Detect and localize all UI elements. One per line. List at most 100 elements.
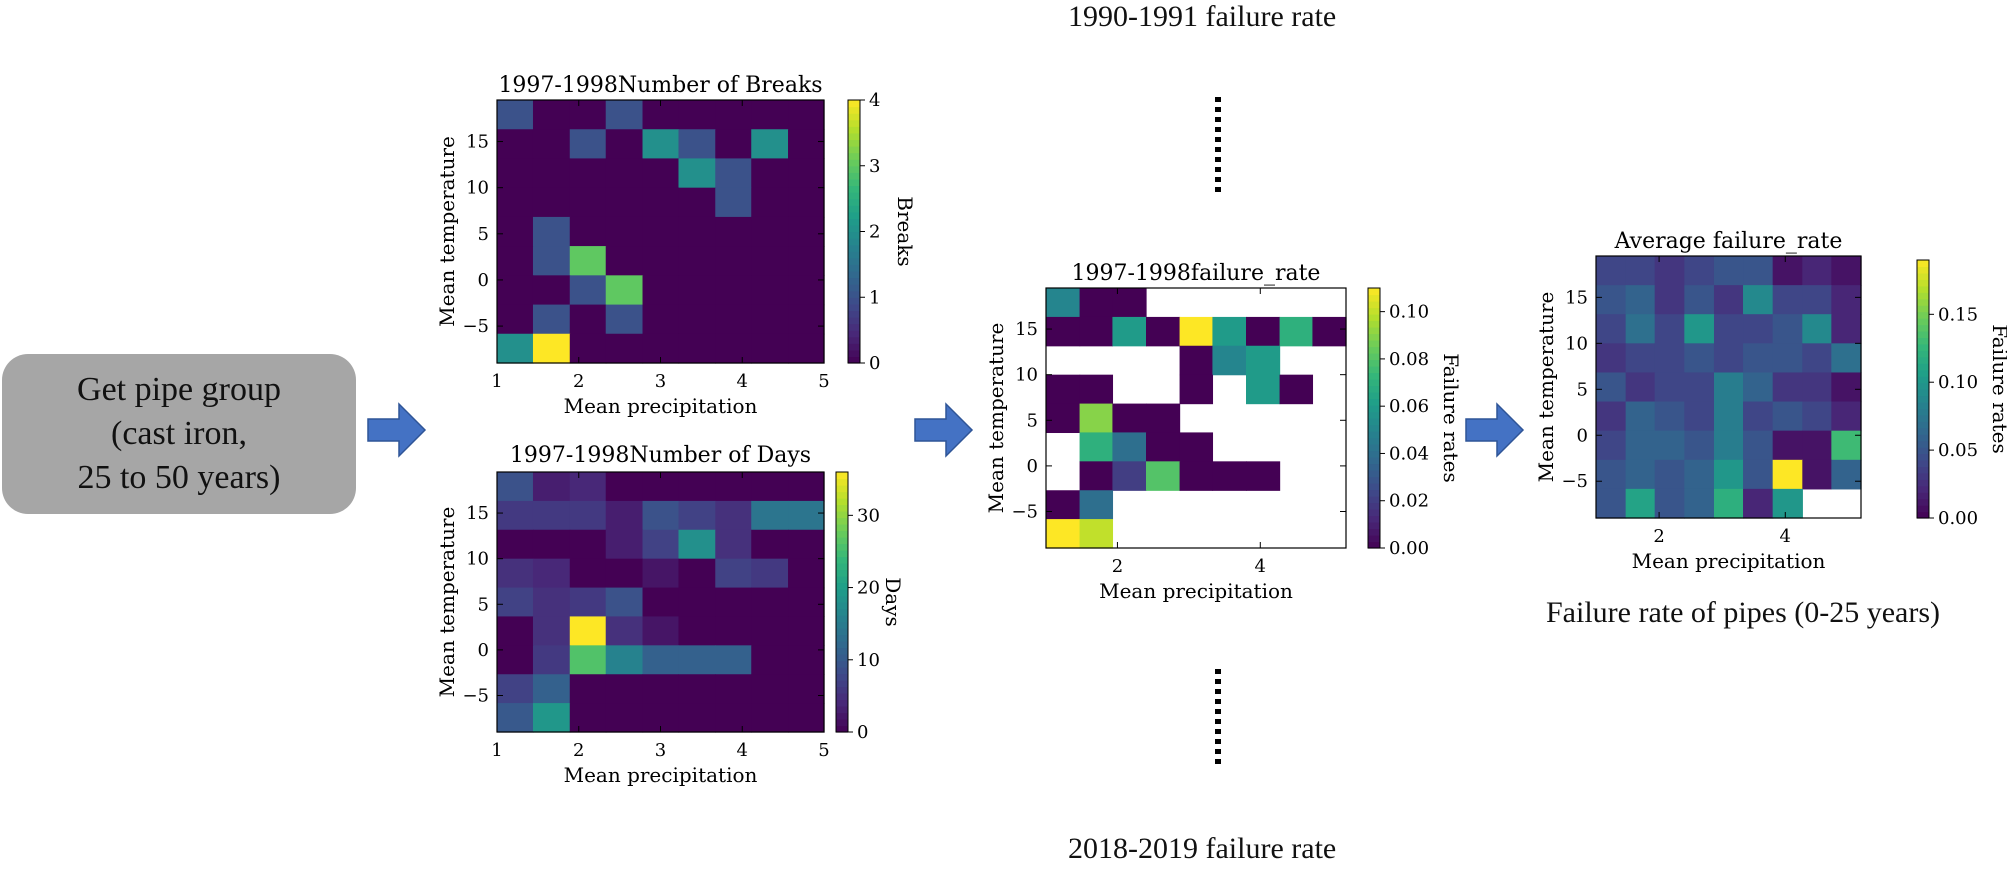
colorbar-segment xyxy=(1917,272,1929,280)
colorbar-tick-label: 1 xyxy=(869,287,880,308)
heatmap-cell xyxy=(605,158,644,189)
colorbar-tick-label: 0.06 xyxy=(1389,396,1429,417)
heatmap-cell xyxy=(678,703,716,733)
heatmap-cell xyxy=(642,587,680,618)
colorbar-segment xyxy=(848,264,860,272)
heatmap-cell xyxy=(1179,345,1214,376)
heatmap-cell xyxy=(788,616,825,646)
heatmap-cell xyxy=(532,333,571,364)
heatmap-cell xyxy=(1046,374,1081,405)
heatmap-cell xyxy=(678,216,716,247)
colorbar-segment xyxy=(1368,307,1380,315)
heatmap-cell xyxy=(1654,372,1685,403)
heatmap-cell xyxy=(1713,488,1744,519)
colorbar-segment xyxy=(1917,421,1929,429)
colorbar-segment xyxy=(836,530,848,538)
heatmap-cell xyxy=(642,500,680,531)
heatmap-cell xyxy=(642,674,680,704)
heatmap-cell xyxy=(1596,256,1627,286)
heatmap-cell xyxy=(1625,314,1656,344)
heatmap-cell xyxy=(1046,490,1081,520)
heatmap-cell xyxy=(678,500,716,531)
heatmap-cell xyxy=(1654,401,1685,432)
colorbar-segment xyxy=(1368,392,1380,400)
heatmap-cell xyxy=(678,304,716,335)
heatmap-cell xyxy=(569,216,607,247)
heatmap-cell xyxy=(497,616,534,646)
colorbar-tick-label: 0.10 xyxy=(1938,372,1978,393)
heatmap-cell xyxy=(605,587,644,618)
heatmap-cell xyxy=(1079,432,1114,462)
heatmap-cell xyxy=(788,333,825,364)
heatmap-cell xyxy=(678,645,716,675)
heatmap-cell xyxy=(605,129,644,160)
heatmap-cell xyxy=(1596,401,1627,432)
x-tick-label: 5 xyxy=(818,371,829,392)
colorbar-segment xyxy=(1368,320,1380,328)
colorbar-segment xyxy=(1917,479,1929,487)
colorbar-tick-label: 30 xyxy=(857,505,880,526)
colorbar-segment xyxy=(836,647,848,655)
heatmap-cell xyxy=(788,158,825,189)
heatmap-cell xyxy=(642,558,680,589)
colorbar-segment xyxy=(1917,350,1929,358)
heatmap-cell xyxy=(532,703,571,733)
colorbar-label: Days xyxy=(881,577,905,627)
heatmap-cell xyxy=(715,645,752,675)
x-axis-label: Mean precipitation xyxy=(1632,549,1826,573)
heatmap-cell xyxy=(532,587,571,618)
heatmap-cell xyxy=(642,529,680,560)
heatmap-cell xyxy=(1112,316,1147,347)
heatmap-cell xyxy=(497,275,534,306)
heatmap-cell xyxy=(497,129,534,160)
heatmap-cell xyxy=(569,304,607,335)
colorbar-segment xyxy=(1368,398,1380,406)
colorbar-segment xyxy=(1368,372,1380,380)
colorbar-segment xyxy=(1368,301,1380,309)
heatmap-cell xyxy=(1743,372,1774,403)
heatmap-cell xyxy=(1802,430,1832,461)
colorbar-segment xyxy=(836,569,848,577)
heatmap-cell xyxy=(532,187,571,218)
colorbar-segment xyxy=(836,498,848,506)
heatmap-cell xyxy=(1112,288,1147,318)
heatmap-cell xyxy=(569,187,607,218)
colorbar-segment xyxy=(848,356,860,364)
colorbar-tick-label: 0.15 xyxy=(1938,304,1978,325)
x-tick-label: 2 xyxy=(1653,526,1664,547)
colorbar-segment xyxy=(836,641,848,649)
colorbar-segment xyxy=(1917,305,1929,313)
heatmap-cell xyxy=(569,674,607,704)
heatmap-cell xyxy=(1713,401,1744,432)
heatmap-cell xyxy=(1802,285,1832,315)
colorbar-segment xyxy=(1917,285,1929,293)
heatmap-cell xyxy=(497,158,534,189)
heatmap-cell xyxy=(1212,345,1247,376)
heatmap-cell xyxy=(569,529,607,560)
heatmap-cell xyxy=(497,645,534,675)
heatmap-cell xyxy=(532,529,571,560)
heatmap-cell xyxy=(751,246,789,276)
colorbar-segment xyxy=(836,712,848,720)
caption-1990-1991: 1990-1991 failure rate xyxy=(1068,0,1337,33)
heatmap-cell xyxy=(1079,374,1114,405)
colorbar-segment xyxy=(1368,294,1380,302)
x-tick-label: 4 xyxy=(1780,526,1791,547)
colorbar-segment xyxy=(1917,311,1929,319)
heatmap-cell xyxy=(532,216,571,247)
colorbar-segment xyxy=(836,537,848,545)
colorbar-segment xyxy=(836,660,848,668)
colorbar-segment xyxy=(1917,492,1929,500)
colorbar-segment xyxy=(1368,496,1380,504)
heatmap-cell xyxy=(1684,488,1715,519)
heatmap-cell xyxy=(715,333,752,364)
heatmap-cell xyxy=(569,472,607,502)
colorbar-tick-label: 0.04 xyxy=(1389,443,1429,464)
heatmap-cell xyxy=(497,333,534,364)
y-tick-label: −5 xyxy=(462,316,489,337)
heatmap-cell xyxy=(715,472,752,502)
colorbar-segment xyxy=(1368,379,1380,387)
heatmap-cell xyxy=(1743,430,1774,461)
colorbar-segment xyxy=(848,139,860,147)
